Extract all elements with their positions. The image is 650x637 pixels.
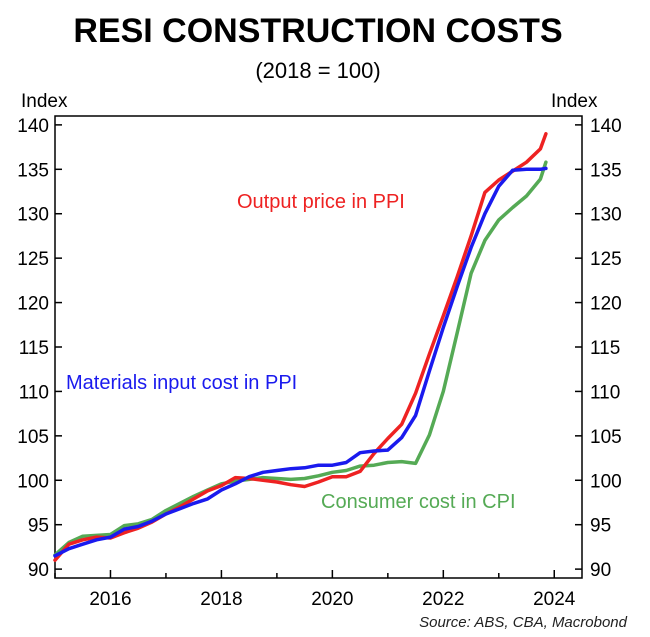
- y-tick-left-label: 110: [19, 382, 49, 403]
- y-tick-left-label: 130: [17, 205, 49, 226]
- y-tick-right-label: 135: [590, 160, 622, 181]
- y-tick-right-label: 95: [590, 516, 611, 537]
- y-tick-right-label: 115: [590, 338, 620, 359]
- y-tick-left-label: 140: [17, 116, 49, 137]
- y-tick-left-label: 120: [17, 294, 49, 315]
- y-tick-left-label: 125: [17, 249, 49, 270]
- y-tick-right-label: 125: [590, 249, 622, 270]
- y-tick-right-label: 110: [590, 382, 620, 403]
- x-ticks: 2016 2018 2020 2022 2024: [54, 570, 576, 610]
- annotation-materials-input: Materials input cost in PPI: [66, 372, 297, 394]
- x-tick-label: 2024: [533, 589, 576, 610]
- chart-title: RESI CONSTRUCTION COSTS: [73, 12, 562, 50]
- y-ticks-right: 90 95 100 105 110 115 120 125 130 135 140: [575, 116, 622, 581]
- y-tick-left-label: 95: [28, 516, 49, 537]
- annotation-consumer-cost: Consumer cost in CPI: [321, 491, 516, 513]
- y-axis-label-left: Index: [21, 91, 68, 112]
- y-tick-right-label: 105: [590, 427, 622, 448]
- x-tick-label: 2020: [311, 589, 353, 610]
- y-tick-left-label: 105: [17, 427, 49, 448]
- x-tick-label: 2022: [422, 589, 464, 610]
- y-tick-left-label: 115: [19, 338, 49, 359]
- y-tick-right-label: 140: [590, 116, 622, 137]
- y-tick-left-label: 90: [28, 560, 49, 581]
- y-tick-left-label: 135: [17, 160, 49, 181]
- y-tick-right-label: 130: [590, 205, 622, 226]
- chart-subtitle: (2018 = 100): [255, 58, 380, 83]
- y-tick-left-label: 100: [17, 471, 49, 492]
- series-layer: [53, 132, 548, 562]
- y-tick-right-label: 90: [590, 560, 611, 581]
- y-tick-right-label: 120: [590, 294, 622, 315]
- series-line-materials-input: [53, 166, 548, 558]
- series-line-consumer-cost: [53, 160, 548, 557]
- annotation-output-price: Output price in PPI: [237, 191, 405, 213]
- x-tick-label: 2018: [200, 589, 242, 610]
- y-axis-label-right: Index: [551, 91, 598, 112]
- x-tick-label: 2016: [89, 589, 131, 610]
- source-note: Source: ABS, CBA, Macrobond: [419, 614, 628, 631]
- y-tick-right-label: 100: [590, 471, 622, 492]
- y-ticks-left: 90 95 100 105 110 115 120 125 130 135 140: [17, 116, 62, 581]
